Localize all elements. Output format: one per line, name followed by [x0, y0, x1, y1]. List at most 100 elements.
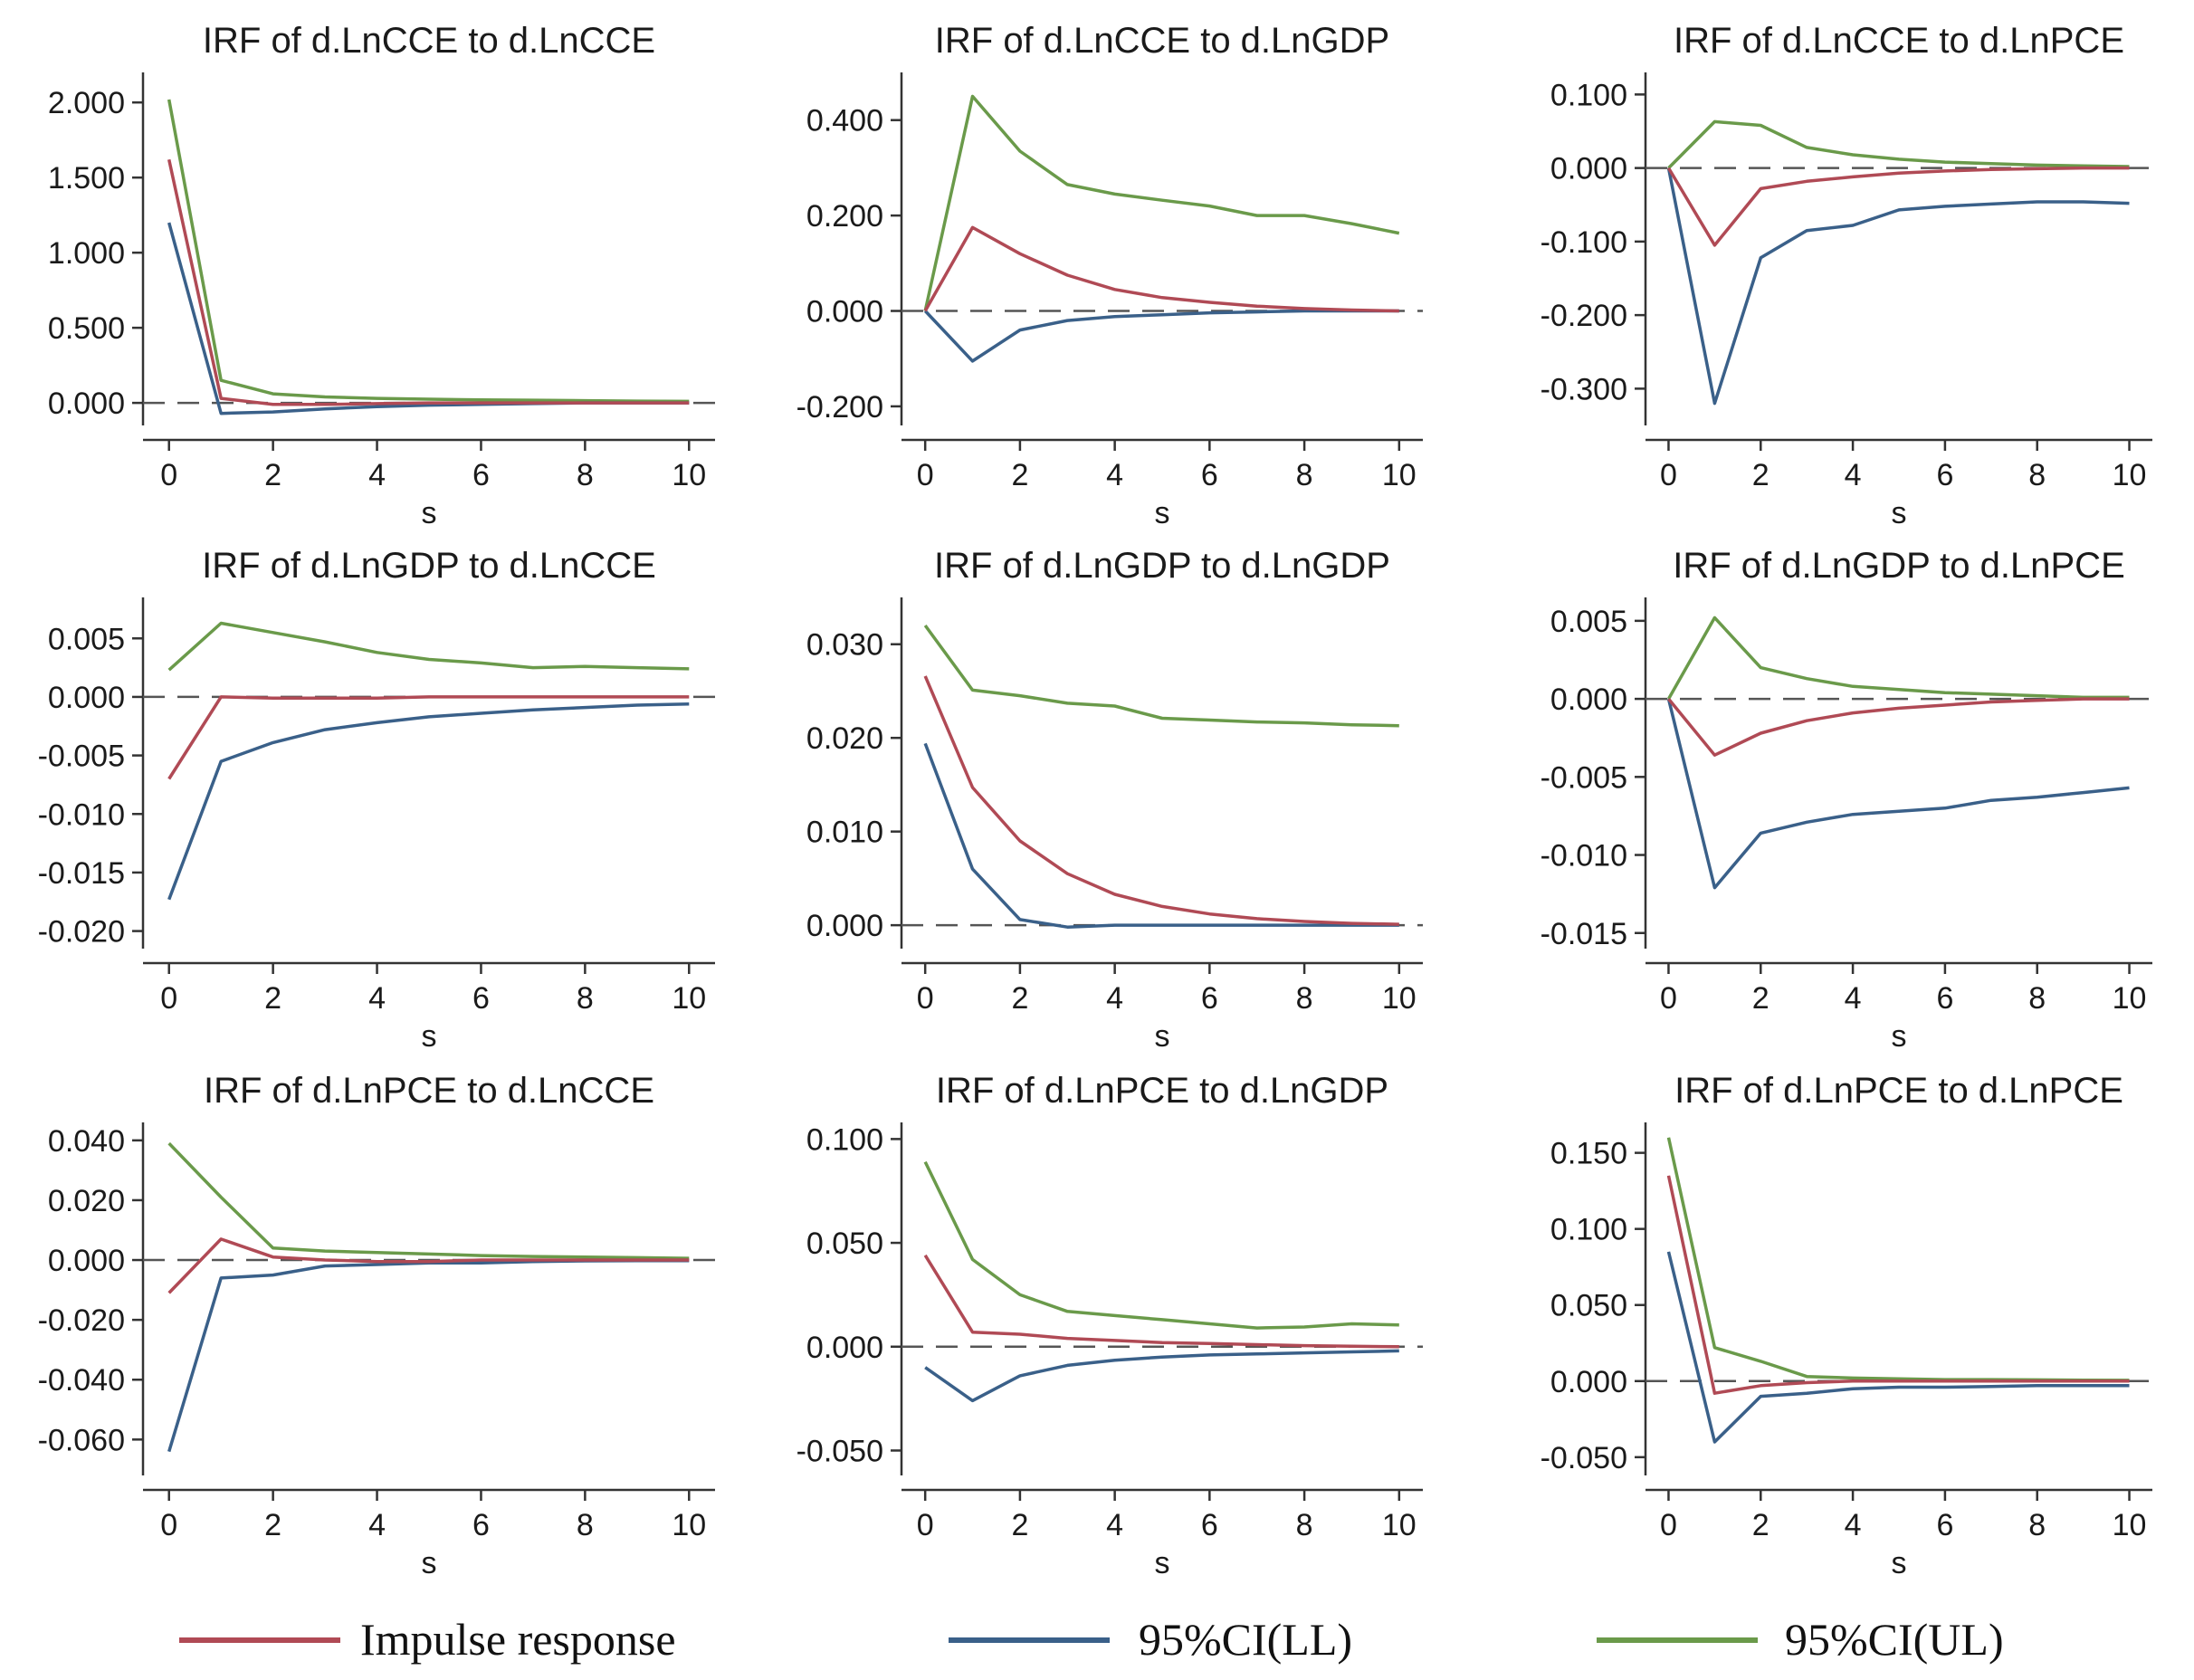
x-tick-label: 10 — [672, 458, 706, 492]
x-tick-label: 2 — [1011, 981, 1028, 1016]
x-tick-label: 8 — [1296, 981, 1313, 1016]
y-tick-label: 2.000 — [48, 86, 125, 120]
x-tick-label: 6 — [1936, 981, 1953, 1016]
series-line-ul — [1666, 1137, 2130, 1382]
y-tick-label: 0.050 — [806, 1227, 883, 1261]
series-line-ul — [167, 621, 690, 672]
panel-title: IRF of d.LnPCE to d.LnPCE — [1674, 1071, 2123, 1111]
x-axis-label: s — [422, 496, 437, 530]
x-tick-label: 2 — [1752, 981, 1770, 1016]
x-tick-label: 2 — [264, 458, 281, 492]
panel-grid: IRF of d.LnCCE to d.LnCCE 0.000 0.500 1.000… — [38, 21, 2152, 1580]
y-tick-label: 0.500 — [48, 311, 125, 346]
y-tick-label: 0.020 — [48, 1184, 125, 1218]
x-tick-label: 0 — [917, 981, 934, 1016]
y-tick-label: 0.000 — [48, 1244, 125, 1278]
x-tick-label: 10 — [672, 1508, 706, 1542]
y-tick-label: -0.005 — [1541, 760, 1627, 795]
x-axis-label: s — [1892, 1019, 1907, 1054]
x-tick-label: 10 — [1382, 1508, 1417, 1542]
x-tick-label: 2 — [1011, 458, 1028, 492]
series-line-ll — [167, 702, 690, 901]
y-tick-label: 0.005 — [48, 622, 125, 656]
y-tick-label: -0.010 — [1541, 839, 1627, 873]
x-tick-label: 8 — [2028, 1508, 2046, 1542]
x-tick-label: 4 — [1106, 458, 1123, 492]
x-axis-label: s — [422, 1019, 437, 1054]
x-tick-label: 6 — [1201, 1508, 1218, 1542]
legend-label: Impulse response — [360, 1614, 676, 1665]
x-tick-label: 8 — [577, 981, 594, 1016]
y-tick-label: 0.000 — [806, 909, 883, 943]
x-tick-label: 0 — [1660, 981, 1677, 1016]
y-tick-label: 0.005 — [1550, 605, 1627, 639]
panel-4: IRF of d.LnGDP to d.LnCCE -0.020 -0.015 -0.… — [38, 546, 715, 1054]
y-tick-label: -0.050 — [797, 1434, 883, 1468]
y-tick-label: 0.100 — [1550, 1213, 1627, 1247]
series-line-ll — [167, 222, 690, 415]
y-tick-label: 0.400 — [806, 104, 883, 138]
series-line-ul — [923, 1160, 1399, 1330]
panel-title: IRF of d.LnCCE to d.LnPCE — [1674, 21, 2124, 61]
x-tick-label: 6 — [472, 458, 490, 492]
x-tick-label: 8 — [1296, 458, 1313, 492]
panel-8: IRF of d.LnPCE to d.LnGDP -0.050 0.000 0.05… — [797, 1071, 1423, 1580]
y-tick-label: -0.200 — [797, 390, 883, 425]
panel-3: IRF of d.LnCCE to d.LnPCE -0.300 -0.200 -0.… — [1541, 21, 2152, 530]
series-line-impulse — [1667, 697, 2130, 757]
y-tick-label: -0.020 — [38, 915, 125, 950]
x-tick-label: 6 — [472, 1508, 490, 1542]
panel-1: IRF of d.LnCCE to d.LnCCE 0.000 0.500 1.000… — [48, 21, 715, 530]
legend-item-ll: 95%CI(LL) — [949, 1614, 1352, 1665]
panel-6: IRF of d.LnGDP to d.LnPCE -0.015 -0.010 -0.… — [1541, 546, 2152, 1054]
series-line-ll — [924, 1349, 1399, 1403]
series-line-ll — [1666, 167, 2130, 406]
series-line-ll — [1666, 698, 2130, 890]
x-axis-label: s — [422, 1546, 437, 1580]
y-tick-label: -0.300 — [1541, 372, 1627, 406]
y-tick-label: 0.200 — [806, 199, 883, 234]
panel-7: IRF of d.LnPCE to d.LnCCE -0.060 -0.040 -0.… — [38, 1071, 715, 1580]
y-tick-label: 0.000 — [806, 1331, 883, 1365]
y-tick-label: -0.050 — [1541, 1441, 1627, 1475]
y-tick-label: -0.040 — [38, 1363, 125, 1398]
panel-2: IRF of d.LnCCE to d.LnGDP -0.200 0.000 0.20… — [797, 21, 1423, 530]
x-tick-label: 6 — [1936, 1508, 1953, 1542]
legend: Impulse response 95%CI(LL) 95%CI(UL) — [179, 1614, 2004, 1665]
x-tick-label: 4 — [368, 981, 386, 1016]
x-tick-label: 10 — [672, 981, 706, 1016]
x-axis-label: s — [1155, 1019, 1170, 1054]
y-tick-label: -0.005 — [38, 740, 125, 774]
x-tick-label: 0 — [1660, 1508, 1677, 1542]
y-tick-label: 0.030 — [806, 628, 883, 663]
y-tick-label: 0.000 — [1550, 682, 1627, 717]
x-axis-label: s — [1155, 1546, 1170, 1580]
y-tick-label: 0.000 — [1550, 152, 1627, 186]
panel-title: IRF of d.LnCCE to d.LnGDP — [935, 21, 1389, 61]
x-tick-label: 6 — [472, 981, 490, 1016]
x-tick-label: 0 — [160, 981, 177, 1016]
x-tick-label: 2 — [264, 981, 281, 1016]
x-tick-label: 4 — [1106, 981, 1123, 1016]
x-axis-label: s — [1155, 496, 1170, 530]
y-tick-label: 1.000 — [48, 236, 125, 271]
series-line-ul — [167, 99, 690, 404]
series-line-impulse — [923, 1254, 1399, 1349]
series-line-ll — [923, 742, 1399, 929]
panel-title: IRF of d.LnCCE to d.LnCCE — [203, 21, 655, 61]
x-axis-label: s — [1892, 496, 1907, 530]
series-line-ul — [923, 94, 1400, 311]
x-tick-label: 10 — [1382, 458, 1417, 492]
y-tick-label: -0.015 — [1541, 917, 1627, 951]
y-tick-label: -0.200 — [1541, 299, 1627, 333]
panel-title: IRF of d.LnGDP to d.LnGDP — [934, 546, 1390, 586]
series-line-impulse — [167, 695, 690, 780]
y-tick-label: 0.100 — [1550, 78, 1627, 112]
x-tick-label: 0 — [160, 1508, 177, 1542]
panel-title: IRF of d.LnPCE to d.LnCCE — [204, 1071, 654, 1111]
y-tick-label: 0.050 — [1550, 1289, 1627, 1323]
y-tick-label: -0.100 — [1541, 225, 1627, 260]
y-tick-label: 0.000 — [48, 681, 125, 715]
y-tick-label: 0.150 — [1550, 1137, 1627, 1171]
series-line-impulse — [167, 158, 690, 406]
